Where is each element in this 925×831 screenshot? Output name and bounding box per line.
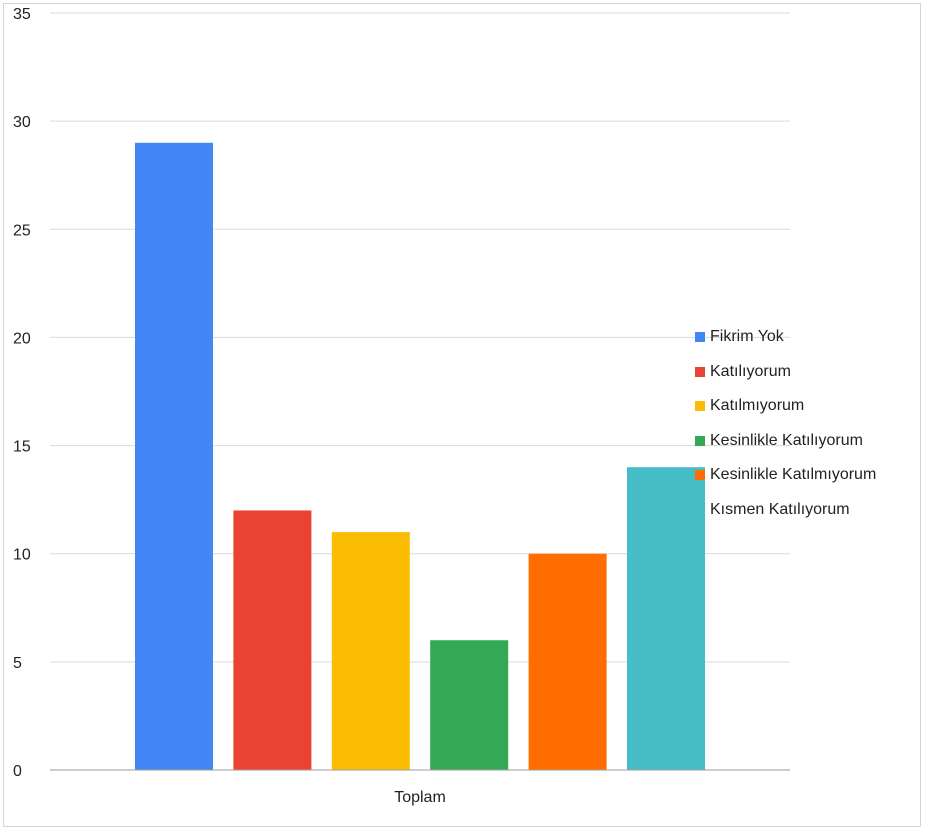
legend-item: Fikrim Yok (695, 320, 876, 355)
bar (627, 467, 705, 770)
legend-swatch (695, 401, 705, 412)
y-axis-ticks: 0 5 10 15 20 25 30 35 (13, 6, 31, 780)
bar (528, 553, 607, 770)
legend-label: Katılmıyorum (710, 397, 805, 415)
legend-swatch (695, 435, 705, 446)
y-tick-label: 5 (13, 655, 22, 672)
legend-item: Kesinlikle Katılmıyorum (695, 458, 876, 493)
y-tick-label: 20 (13, 330, 31, 347)
legend-label: Kısmen Katılıyorum (710, 500, 850, 518)
legend-swatch (695, 332, 705, 343)
bar (233, 510, 312, 770)
legend-item: Kısmen Katılıyorum (695, 493, 876, 528)
y-tick-label: 35 (13, 6, 31, 23)
bar (135, 142, 213, 770)
legend-label: Fikrim Yok (710, 328, 784, 346)
legend-label: Kesinlikle Katılıyorum (710, 431, 863, 449)
legend-swatch (695, 366, 705, 377)
legend-label: Kesinlikle Katılmıyorum (710, 466, 877, 484)
bar (430, 640, 509, 770)
legend-swatch (695, 470, 705, 481)
y-tick-label: 10 (13, 547, 31, 564)
legend-label: Katılıyorum (710, 362, 791, 380)
y-tick-label: 25 (13, 222, 31, 239)
y-tick-label: 15 (13, 439, 31, 456)
x-category-label: Toplam (394, 789, 446, 806)
legend: Fikrim Yok Katılıyorum Katılmıyorum Kesinli… (695, 320, 876, 527)
y-tick-label: 0 (13, 763, 22, 780)
bar (331, 532, 410, 770)
y-tick-label: 30 (13, 114, 31, 131)
legend-item: Katılmıyorum (695, 389, 876, 424)
bars (135, 142, 705, 770)
legend-item: Kesinlikle Katılıyorum (695, 424, 876, 459)
legend-swatch (695, 504, 705, 515)
legend-item: Katılıyorum (695, 355, 876, 390)
